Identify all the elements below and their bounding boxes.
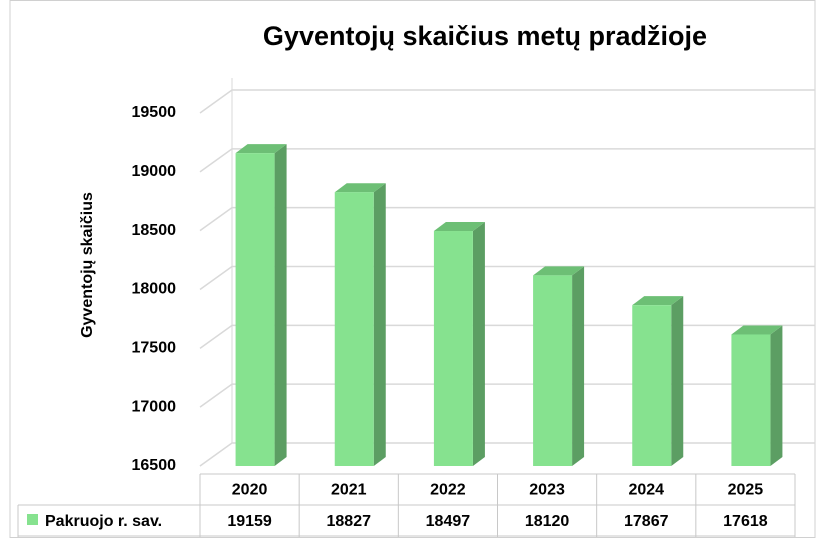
grid-line	[199, 324, 815, 349]
bar-top	[334, 183, 386, 193]
bar	[731, 334, 771, 466]
grid-line	[199, 206, 815, 232]
table-value: 17867	[624, 513, 669, 530]
table-value: 18827	[327, 513, 372, 530]
grid-line	[199, 442, 815, 467]
bar-side	[572, 266, 585, 466]
bar-top	[433, 222, 485, 232]
y-tick-label: 17000	[132, 398, 177, 415]
grid-line	[199, 148, 815, 173]
bar-side	[671, 296, 684, 466]
bar-top	[731, 325, 783, 335]
x-tick-label: 2021	[331, 482, 367, 499]
bar	[533, 275, 573, 466]
bar-side	[770, 325, 783, 466]
legend-swatch	[27, 514, 38, 525]
bar-top	[533, 266, 585, 276]
bar	[334, 192, 374, 466]
chart-title: Gyventojų skaičius metų pradžioje	[263, 21, 707, 51]
y-axis-label: Gyventojų skaičius	[79, 192, 96, 338]
x-tick-label: 2020	[232, 482, 268, 499]
bar-side	[373, 183, 386, 466]
y-tick-label: 17500	[132, 340, 177, 357]
bar-top	[632, 296, 684, 306]
bar-side	[274, 144, 287, 466]
grid-line	[199, 265, 815, 291]
y-tick-label: 16500	[132, 457, 177, 474]
bar-side	[472, 222, 485, 466]
y-tick-label: 19500	[132, 104, 177, 121]
bar	[632, 305, 672, 466]
y-tick-label: 18500	[132, 222, 177, 239]
grid-line	[199, 383, 815, 408]
legend-label: Pakruojo r. sav.	[45, 513, 162, 530]
y-tick-label: 18000	[132, 281, 177, 298]
table-value: 18497	[426, 513, 471, 530]
bar	[235, 153, 275, 466]
bar	[433, 231, 473, 466]
bar-top	[235, 144, 287, 154]
grid-line	[199, 89, 815, 114]
x-tick-label: 2023	[529, 482, 565, 499]
table-value: 17618	[723, 513, 768, 530]
y-tick-label: 19000	[132, 163, 177, 180]
x-tick-label: 2022	[430, 482, 466, 499]
table-value: 18120	[525, 513, 570, 530]
table-value: 19159	[227, 513, 272, 530]
x-tick-label: 2025	[728, 482, 764, 499]
x-tick-label: 2024	[628, 482, 664, 499]
